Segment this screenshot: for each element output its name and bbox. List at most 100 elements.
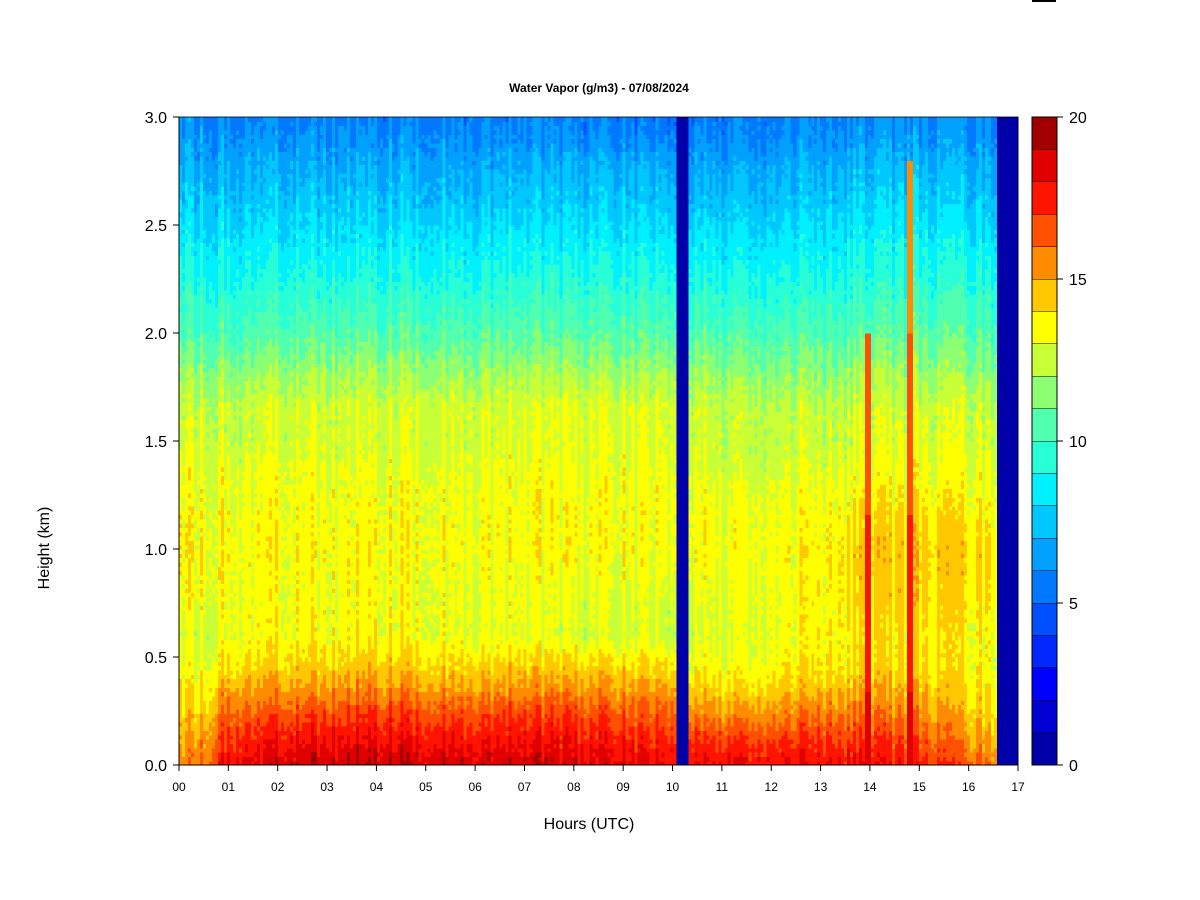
heatmap-cell <box>319 488 324 649</box>
heatmap-cell <box>340 311 345 356</box>
heatmap-cell <box>319 648 324 654</box>
heatmap-cell <box>367 328 372 360</box>
heatmap-cell <box>427 657 432 684</box>
heatmap-cell <box>355 397 360 503</box>
heatmap-cell <box>268 186 273 196</box>
heatmap-cell <box>223 203 228 239</box>
heatmap-cell <box>325 289 330 317</box>
heatmap-cell <box>388 717 393 723</box>
heatmap-cell <box>286 142 291 148</box>
heatmap-cell <box>412 639 417 667</box>
heatmap-cell <box>433 639 438 667</box>
heatmap-cell <box>277 592 282 602</box>
heatmap-cell <box>412 631 417 641</box>
heatmap-cell <box>310 272 315 278</box>
heatmap-cell <box>346 255 351 300</box>
heatmap-cell <box>421 622 426 628</box>
heatmap-cell <box>238 445 243 459</box>
heatmap-cell <box>394 402 399 420</box>
heatmap-cell <box>226 561 231 654</box>
heatmap-cell <box>364 678 369 693</box>
heatmap-cell <box>223 600 228 611</box>
heatmap-cell <box>211 367 216 399</box>
heatmap-cell <box>445 155 450 196</box>
heatmap-cell <box>217 432 222 442</box>
heatmap-cell <box>220 695 225 706</box>
heatmap-cell <box>271 445 276 455</box>
heatmap-cell <box>376 605 381 628</box>
heatmap-cell <box>205 436 210 446</box>
heatmap-cell <box>328 203 333 243</box>
heatmap-cell <box>385 479 390 494</box>
heatmap-cell <box>373 117 378 157</box>
heatmap-cell <box>259 216 264 222</box>
heatmap-cell <box>259 605 264 632</box>
heatmap-cell <box>262 406 267 416</box>
heatmap-cell <box>202 358 207 364</box>
heatmap-cell <box>460 298 465 304</box>
heatmap-cell <box>244 315 249 338</box>
heatmap-cell <box>184 302 189 312</box>
heatmap-cell <box>403 713 408 740</box>
heatmap-cell <box>457 704 462 719</box>
heatmap-cell <box>247 561 252 567</box>
heatmap-cell <box>182 665 186 675</box>
heatmap-cell <box>214 341 219 360</box>
heatmap-cell <box>400 173 405 183</box>
heatmap-cell <box>388 540 393 550</box>
heatmap-cell <box>265 721 270 740</box>
heatmap-cell <box>283 151 288 196</box>
heatmap-cell <box>238 371 243 403</box>
heatmap-cell <box>322 708 327 736</box>
heatmap-cell <box>454 536 459 541</box>
heatmap-cell <box>466 462 471 472</box>
heatmap-cell <box>256 263 261 291</box>
heatmap-cell <box>346 596 351 611</box>
heatmap-cell <box>214 216 219 256</box>
heatmap-cell <box>190 505 195 516</box>
heatmap-cell <box>280 574 285 580</box>
heatmap-cell <box>295 574 300 580</box>
heatmap-cell <box>436 294 441 312</box>
heatmap-cell <box>403 674 408 693</box>
heatmap-cell <box>418 501 423 507</box>
heatmap-cell <box>388 181 393 187</box>
heatmap-cell <box>328 553 333 559</box>
heatmap-cell <box>376 574 381 585</box>
heatmap-cell <box>394 587 399 611</box>
heatmap-cell <box>238 570 243 615</box>
heatmap-cell <box>217 345 222 351</box>
heatmap-cell <box>361 307 366 343</box>
heatmap-cell <box>286 700 291 706</box>
heatmap-cell <box>241 186 246 192</box>
heatmap-cell <box>421 708 426 736</box>
heatmap-cell <box>343 492 348 507</box>
heatmap-cell <box>292 639 297 667</box>
heatmap-cell <box>196 484 201 503</box>
heatmap-cell <box>349 484 354 498</box>
heatmap-cell <box>235 466 240 481</box>
heatmap-cell <box>358 311 363 343</box>
heatmap-cell <box>232 212 237 230</box>
heatmap-cell <box>445 250 450 291</box>
heatmap-cell <box>466 743 471 753</box>
heatmap-cell <box>271 376 276 442</box>
heatmap-cell <box>304 129 309 170</box>
heatmap-cell <box>346 212 351 217</box>
heatmap-cell <box>355 194 360 200</box>
heatmap-cell <box>217 194 222 200</box>
heatmap-cell <box>442 665 447 688</box>
heatmap-cell <box>418 289 423 321</box>
heatmap-cell <box>235 138 240 170</box>
heatmap-cell <box>385 510 390 516</box>
heatmap-cell <box>241 471 246 477</box>
heatmap-cell <box>319 138 324 179</box>
heatmap-cell <box>232 752 237 766</box>
heatmap-cell <box>343 488 348 494</box>
heatmap-cell <box>382 536 387 541</box>
heatmap-cell <box>334 449 339 455</box>
heatmap-cell <box>436 484 441 494</box>
heatmap-cell <box>277 669 282 684</box>
heatmap-cell <box>436 229 441 243</box>
heatmap-cell <box>340 173 345 179</box>
